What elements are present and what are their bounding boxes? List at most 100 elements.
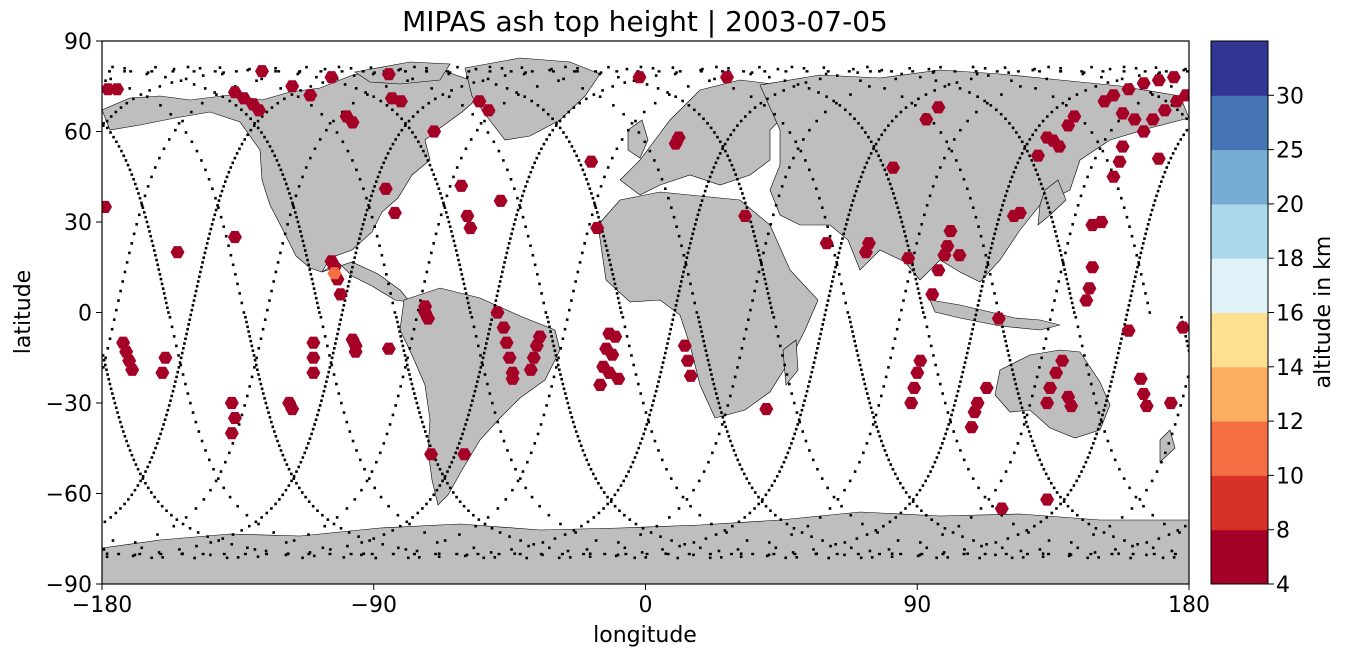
track-point (666, 342, 669, 345)
track-point (425, 70, 429, 73)
track-point (810, 370, 814, 374)
track-point (976, 95, 979, 98)
track-point (1169, 156, 1173, 160)
track-point (313, 147, 317, 151)
track-point (430, 251, 433, 255)
track-point (222, 71, 225, 74)
track-point (668, 332, 671, 336)
track-point (835, 261, 839, 264)
track-point (1055, 234, 1058, 238)
track-point (723, 529, 727, 532)
track-point (464, 292, 468, 295)
track-point (1185, 117, 1188, 121)
track-point (321, 546, 325, 550)
track-point (581, 449, 585, 452)
track-point (560, 377, 563, 381)
track-point (859, 175, 863, 179)
track-point (837, 251, 841, 255)
track-point (690, 237, 693, 240)
track-point (1096, 140, 1100, 144)
track-point (707, 460, 710, 464)
track-point (712, 166, 716, 169)
track-point (546, 112, 550, 116)
track-point (404, 358, 408, 362)
track-point (714, 442, 718, 445)
track-point (421, 507, 424, 510)
track-point (761, 498, 764, 501)
track-point (1046, 201, 1049, 205)
track-point (263, 397, 266, 400)
track-point (1080, 470, 1083, 473)
track-point (914, 277, 918, 281)
track-point (144, 215, 147, 219)
ash-point (170, 246, 185, 259)
track-point (1158, 185, 1161, 188)
track-point (486, 337, 489, 341)
track-point (460, 156, 463, 160)
ash-point (1121, 83, 1136, 96)
track-point (130, 242, 134, 245)
track-point (726, 154, 729, 158)
track-point (906, 244, 910, 248)
track-point (934, 363, 937, 367)
track-point (924, 513, 928, 517)
track-point (899, 511, 903, 515)
track-point (514, 467, 517, 471)
track-point (381, 542, 385, 546)
track-point (615, 147, 619, 151)
track-point (829, 284, 833, 288)
track-point (252, 354, 256, 357)
track-point (855, 537, 859, 540)
track-point (549, 330, 552, 333)
track-point (257, 522, 260, 526)
track-point (408, 346, 412, 350)
track-point (882, 385, 886, 388)
track-point (983, 66, 987, 70)
track-point (170, 513, 173, 517)
colorbar-tick-label: 14 (1276, 356, 1304, 381)
track-point (408, 522, 411, 526)
track-point (1010, 79, 1013, 83)
track-point (400, 117, 403, 121)
track-point (469, 138, 473, 141)
track-point (1014, 166, 1018, 169)
track-point (616, 488, 620, 492)
colorbar-tick-label: 30 (1276, 84, 1304, 109)
track-point (321, 325, 325, 329)
track-point (102, 548, 106, 551)
track-point (388, 423, 392, 426)
track-point (128, 168, 132, 172)
ash-point (102, 200, 112, 213)
track-point (106, 346, 110, 350)
track-point (432, 173, 436, 176)
ash-point (324, 71, 339, 84)
track-point (808, 380, 811, 383)
track-point (557, 79, 560, 83)
ash-point (1169, 95, 1184, 108)
track-point (606, 495, 609, 499)
track-point (702, 117, 705, 121)
track-point (332, 373, 336, 376)
track-point (257, 373, 260, 376)
track-point (1025, 413, 1029, 417)
track-point (105, 126, 109, 130)
track-point (853, 117, 856, 121)
track-point (188, 527, 192, 530)
track-point (925, 546, 929, 550)
track-point (338, 323, 341, 326)
track-point (542, 413, 546, 417)
track-point (391, 301, 395, 305)
track-point (968, 91, 971, 94)
track-point (566, 549, 570, 553)
track-point (657, 449, 660, 452)
ash-point (490, 306, 505, 319)
track-point (355, 168, 358, 172)
track-point (637, 446, 641, 450)
ash-point (102, 83, 115, 96)
track-point (1075, 513, 1079, 517)
track-point (373, 185, 376, 188)
track-point (883, 449, 887, 452)
track-point (440, 196, 444, 200)
track-point (1117, 552, 1120, 556)
track-point (750, 486, 754, 490)
